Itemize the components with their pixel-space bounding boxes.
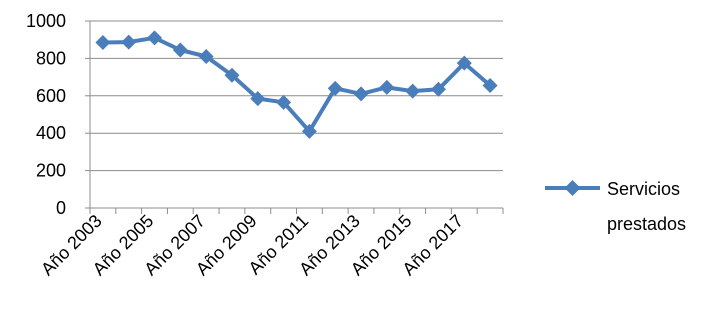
y-tick-label-200: 200 (36, 161, 66, 181)
y-tick-label-400: 400 (36, 123, 66, 143)
data-point-2 (147, 30, 163, 46)
legend: Servicios prestados (545, 179, 686, 234)
gridlines (90, 20, 503, 172)
data-point-12 (405, 83, 421, 99)
data-point-10 (353, 86, 369, 102)
data-point-1 (121, 34, 137, 50)
data-point-8 (301, 123, 317, 139)
y-tick-label-800: 800 (36, 48, 66, 68)
y-tick-labels: 0 200 400 600 800 1000 (26, 11, 66, 218)
legend-label-line2: prestados (607, 214, 686, 234)
data-point-7 (276, 94, 292, 110)
data-point-13 (430, 81, 446, 97)
data-point-6 (250, 91, 266, 107)
legend-label-line1: Servicios (607, 179, 680, 199)
series-line-group (95, 30, 498, 139)
data-point-0 (95, 35, 111, 51)
series-line (102, 35, 492, 134)
data-point-9 (327, 80, 343, 96)
data-point-11 (379, 79, 395, 95)
y-tick-label-600: 600 (36, 86, 66, 106)
data-point-15 (482, 78, 498, 94)
y-tick-label-1000: 1000 (26, 11, 66, 31)
data-point-14 (456, 55, 472, 71)
y-tick-label-0: 0 (56, 198, 66, 218)
data-point-5 (224, 67, 240, 83)
data-point-3 (172, 42, 188, 58)
legend-marker-swatch (564, 180, 581, 196)
data-point-4 (198, 49, 214, 65)
axes (85, 20, 504, 214)
